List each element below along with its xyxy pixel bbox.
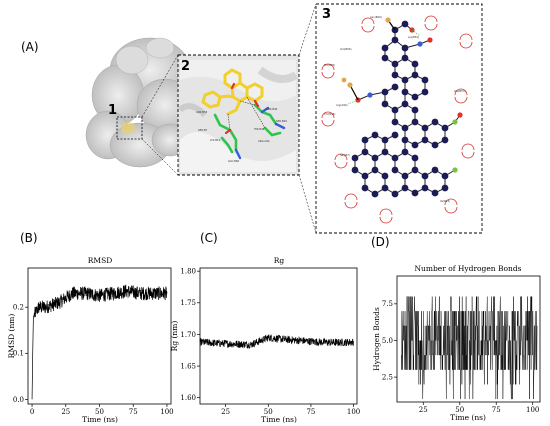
panel-label-d: (D) [371, 235, 390, 249]
hbond-chart: Number of Hydrogen Bonds Time (ns) Hydro… [372, 264, 541, 422]
inset2-residue-label: ASN:B53 [196, 110, 208, 114]
hbond-plot-frame [396, 275, 541, 403]
panel-label-a: (A) [21, 40, 39, 54]
hbond-y-tick-label: 2.5 [382, 373, 393, 381]
rg-x-tick-label: 75 [306, 408, 315, 416]
rmsd-y-tick-label: 0.0 [13, 396, 24, 404]
inset3-residue-label: Lys(B61) [408, 35, 419, 39]
rg-x-tick-label: 25 [221, 408, 230, 416]
inset3-residue-label: Asn(B46) [370, 15, 382, 19]
inset3-residue-label: Arg(A94) [336, 103, 348, 107]
inset3-residue-label: Thr(B45) [324, 112, 335, 116]
rmsd-x-tick-label: 0 [30, 408, 34, 416]
inset2-residue-label: HIS:B48 [254, 127, 265, 131]
rg-y-axis-label: Rg (nm) [170, 321, 179, 352]
rmsd-x-tick-label: 50 [95, 408, 104, 416]
rmsd-series-line [31, 284, 168, 400]
inset2-residue-label: SER:B49 [276, 119, 287, 123]
rg-y-tick-label: 1.75 [180, 299, 196, 307]
rmsd-plot-frame [27, 267, 172, 405]
hbond-y-tick-label: 5.0 [382, 337, 393, 345]
rmsd-x-tick-label: 100 [160, 408, 173, 416]
rmsd-chart-title: RMSD [88, 256, 112, 265]
hbond-series-line [401, 296, 538, 400]
rg-y-tick-label: 1.70 [180, 331, 196, 339]
rg-y-tick-label: 1.65 [180, 362, 196, 370]
hbond-y-tick-label: 7.5 [382, 300, 393, 308]
inset2-residue-label: ASN:B46 [266, 107, 278, 111]
inset2-residue-label: GLU:B66 [228, 159, 240, 163]
inset2-residue-label: ARG:A94 [258, 139, 270, 143]
hbond-x-tick-label: 100 [526, 406, 539, 414]
rmsd-x-tick-label: 25 [61, 408, 70, 416]
panel-label-c: (C) [200, 231, 218, 245]
inset3-residue-label: Pro(B25) [324, 63, 335, 67]
inset3-residue-label: Ser(B7) [340, 153, 350, 157]
rg-chart-title: Rg [274, 256, 285, 265]
hbond-y-axis-label: Hydrogen Bonds [372, 307, 381, 371]
hbond-x-tick-label: 75 [492, 406, 501, 414]
rg-chart: Rg Time (ns) Rg (nm) 25 50 75 100 1.60 1.65 1.… [170, 256, 360, 424]
hbond-x-axis-label: Time (ns) [450, 413, 486, 422]
rg-y-tick-label: 1.60 [180, 394, 196, 402]
inset-2-binding-pocket: ASN:B53 SER:B7 LYS:B14 ASN:B46 SER:B49 H… [177, 54, 300, 176]
rmsd-x-tick-label: 75 [129, 408, 138, 416]
hbond-x-tick-label: 25 [419, 406, 428, 414]
protein-overview [85, 37, 194, 168]
rg-series-line [199, 334, 354, 350]
rg-x-tick-label: 50 [264, 408, 273, 416]
rmsd-y-tick-label: 0.2 [13, 304, 24, 312]
rg-x-axis-label: Time (ns) [261, 415, 297, 424]
inset-3-interaction-diagram: Asn(B46) Lys(B61) Gln(B66) Pro(B25) Thr(… [315, 3, 483, 234]
inset3-residue-label: Glu(B53) [454, 89, 465, 93]
hbond-chart-title: Number of Hydrogen Bonds [414, 264, 521, 273]
inset-label-1: 1 [108, 103, 117, 118]
hbond-x-tick-label: 50 [455, 406, 464, 414]
rg-plot-frame [199, 267, 358, 405]
inset-label-2: 2 [181, 59, 190, 74]
inset3-residue-label: Gln(B66) [340, 47, 351, 51]
site-box-1 [116, 116, 143, 140]
rg-y-tick-label: 1.80 [180, 268, 196, 276]
rmsd-chart: RMSD Time (ns) RMSD (nm) 0 25 50 75 100 0.0 0.… [7, 256, 174, 424]
inset-label-3: 3 [322, 7, 331, 22]
inset2-residue-label: LYS:B14 [210, 138, 221, 142]
rmsd-x-axis-label: Time (ns) [82, 415, 118, 424]
rmsd-y-tick-label: 0.1 [13, 350, 24, 358]
rg-x-tick-label: 100 [347, 408, 360, 416]
rmsd-y-axis-label: RMSD (nm) [7, 314, 16, 359]
panel-label-b: (B) [20, 231, 38, 245]
inset2-residue-label: SER:B7 [198, 128, 208, 132]
inset3-residue-label: Ile(B13) [440, 199, 450, 203]
